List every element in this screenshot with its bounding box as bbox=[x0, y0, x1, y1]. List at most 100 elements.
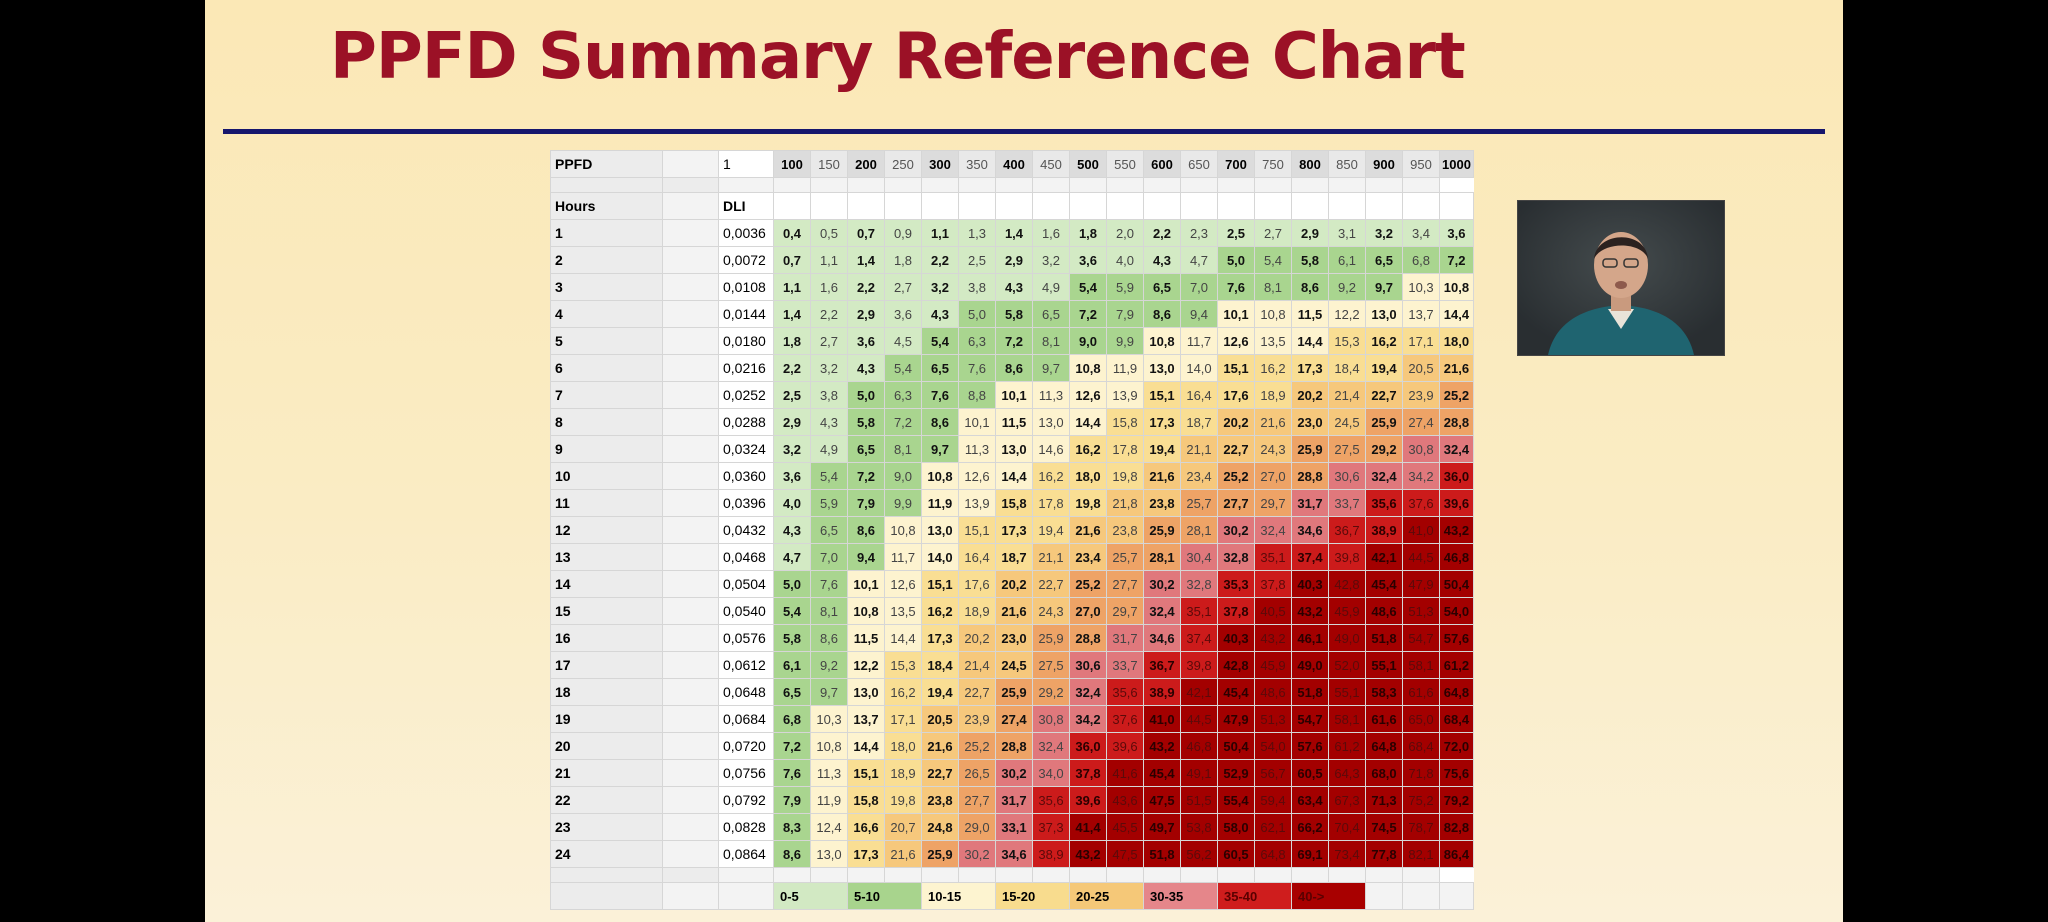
dli-value-cell: 22,7 bbox=[1032, 570, 1070, 598]
dli-value-cell: 77,8 bbox=[1365, 840, 1403, 868]
ppfd-column-header: 750 bbox=[1254, 150, 1292, 178]
dli-factor-cell: 0,0180 bbox=[718, 327, 774, 355]
dli-value-cell: 7,2 bbox=[1439, 246, 1474, 274]
dli-value-cell: 41,0 bbox=[1143, 705, 1181, 733]
dli-value-cell: 34,2 bbox=[1069, 705, 1107, 733]
table-row: 20 0,0720 7,2 10,8 14,4 18,0 21,6 25,2 28,8 32,4 3… bbox=[550, 732, 1474, 760]
dli-value-cell: 36,0 bbox=[1439, 462, 1474, 490]
empty-cell bbox=[1143, 192, 1181, 220]
dli-value-cell: 2,5 bbox=[1217, 219, 1255, 247]
dli-value-cell: 2,5 bbox=[958, 246, 996, 274]
dli-value-cell: 46,8 bbox=[1439, 543, 1474, 571]
dli-value-cell: 58,3 bbox=[1365, 678, 1403, 706]
blank-cell bbox=[1217, 867, 1255, 883]
dli-value-cell: 17,3 bbox=[1143, 408, 1181, 436]
slide-title: PPFD Summary Reference Chart bbox=[330, 20, 1466, 94]
dli-value-cell: 64,8 bbox=[1254, 840, 1292, 868]
dli-value-cell: 3,2 bbox=[773, 435, 811, 463]
hours-cell: 24 bbox=[550, 840, 663, 868]
dli-value-cell: 12,6 bbox=[884, 570, 922, 598]
blank-cell bbox=[1069, 867, 1107, 883]
dli-value-cell: 3,2 bbox=[921, 273, 959, 301]
dli-value-cell: 3,6 bbox=[773, 462, 811, 490]
dli-value-cell: 58,0 bbox=[1217, 813, 1255, 841]
dli-value-cell: 38,9 bbox=[1143, 678, 1181, 706]
dli-value-cell: 21,4 bbox=[1328, 381, 1366, 409]
dli-value-cell: 14,4 bbox=[995, 462, 1033, 490]
dli-value-cell: 24,8 bbox=[921, 813, 959, 841]
dli-value-cell: 42,1 bbox=[1365, 543, 1403, 571]
dli-value-cell: 7,0 bbox=[810, 543, 848, 571]
table-row: 3 0,0108 1,1 1,6 2,2 2,7 3,2 3,8 4,3 4,9 5,4 5,9 6,5… bbox=[550, 273, 1474, 301]
dli-value-cell: 7,2 bbox=[847, 462, 885, 490]
table-row: 22 0,0792 7,9 11,9 15,8 19,8 23,8 27,7 31,7 35,6 3… bbox=[550, 786, 1474, 814]
dli-value-cell: 2,2 bbox=[810, 300, 848, 328]
dli-value-cell: 25,9 bbox=[921, 840, 959, 868]
legend-swatch: 35-40 bbox=[1217, 882, 1292, 910]
dli-value-cell: 42,8 bbox=[1217, 651, 1255, 679]
dli-value-cell: 41,4 bbox=[1069, 813, 1107, 841]
dli-value-cell: 4,3 bbox=[810, 408, 848, 436]
dli-value-cell: 19,8 bbox=[884, 786, 922, 814]
dli-value-cell: 12,6 bbox=[1069, 381, 1107, 409]
dli-value-cell: 1,4 bbox=[773, 300, 811, 328]
dli-value-cell: 2,7 bbox=[810, 327, 848, 355]
dli-value-cell: 23,8 bbox=[1143, 489, 1181, 517]
empty-cell bbox=[1032, 192, 1070, 220]
dli-value-cell: 9,0 bbox=[884, 462, 922, 490]
ppfd-column-header: 400 bbox=[995, 150, 1033, 178]
dli-value-cell: 49,7 bbox=[1143, 813, 1181, 841]
dli-value-cell: 13,0 bbox=[847, 678, 885, 706]
dli-value-cell: 20,7 bbox=[884, 813, 922, 841]
dli-factor-cell: 0,0216 bbox=[718, 354, 774, 382]
dli-value-cell: 49,0 bbox=[1291, 651, 1329, 679]
legend-spacer bbox=[662, 882, 719, 910]
dli-value-cell: 13,9 bbox=[1106, 381, 1144, 409]
dli-value-cell: 20,5 bbox=[921, 705, 959, 733]
dli-value-cell: 5,9 bbox=[810, 489, 848, 517]
empty-cell bbox=[921, 192, 959, 220]
dli-value-cell: 25,9 bbox=[1143, 516, 1181, 544]
hours-cell: 16 bbox=[550, 624, 663, 652]
dli-value-cell: 5,8 bbox=[1291, 246, 1329, 274]
dli-value-cell: 49,0 bbox=[1328, 624, 1366, 652]
dli-value-cell: 60,5 bbox=[1217, 840, 1255, 868]
dli-value-cell: 67,3 bbox=[1328, 786, 1366, 814]
table-row: 17 0,0612 6,1 9,2 12,2 15,3 18,4 21,4 24,5 27,5 30… bbox=[550, 651, 1474, 679]
dli-value-cell: 21,8 bbox=[1106, 489, 1144, 517]
dli-value-cell: 13,5 bbox=[1254, 327, 1292, 355]
dli-value-cell: 64,3 bbox=[1328, 759, 1366, 787]
dli-value-cell: 21,6 bbox=[1143, 462, 1181, 490]
dli-value-cell: 21,6 bbox=[921, 732, 959, 760]
legend-spacer bbox=[550, 882, 663, 910]
table-row: 12 0,0432 4,3 6,5 8,6 10,8 13,0 15,1 17,3 19,4 21,… bbox=[550, 516, 1474, 544]
dli-value-cell: 2,5 bbox=[773, 381, 811, 409]
dli-factor-cell: 0,0540 bbox=[718, 597, 774, 625]
empty-cell bbox=[1402, 192, 1440, 220]
blank-cell bbox=[1106, 867, 1144, 883]
dli-value-cell: 16,2 bbox=[1365, 327, 1403, 355]
hours-dli-label-row: Hours DLI bbox=[550, 192, 1474, 220]
dli-value-cell: 0,5 bbox=[810, 219, 848, 247]
dli-value-cell: 6,5 bbox=[1365, 246, 1403, 274]
dli-value-cell: 8,6 bbox=[810, 624, 848, 652]
dli-value-cell: 23,9 bbox=[958, 705, 996, 733]
dli-value-cell: 23,8 bbox=[1106, 516, 1144, 544]
dli-factor-cell: 0,0684 bbox=[718, 705, 774, 733]
dli-value-cell: 2,2 bbox=[921, 246, 959, 274]
spacer-cell bbox=[662, 705, 719, 733]
dli-value-cell: 30,6 bbox=[1328, 462, 1366, 490]
dli-value-cell: 31,7 bbox=[1291, 489, 1329, 517]
blank-cell bbox=[810, 867, 848, 883]
dli-value-cell: 47,9 bbox=[1217, 705, 1255, 733]
legend-spacer bbox=[1402, 882, 1440, 910]
dli-value-cell: 1,1 bbox=[810, 246, 848, 274]
dli-value-cell: 1,8 bbox=[884, 246, 922, 274]
dli-value-cell: 29,2 bbox=[1365, 435, 1403, 463]
blank-cell bbox=[958, 177, 996, 193]
dli-value-cell: 58,1 bbox=[1402, 651, 1440, 679]
dli-value-cell: 28,1 bbox=[1180, 516, 1218, 544]
dli-value-cell: 9,2 bbox=[810, 651, 848, 679]
hours-cell: 14 bbox=[550, 570, 663, 598]
dli-value-cell: 6,8 bbox=[1402, 246, 1440, 274]
